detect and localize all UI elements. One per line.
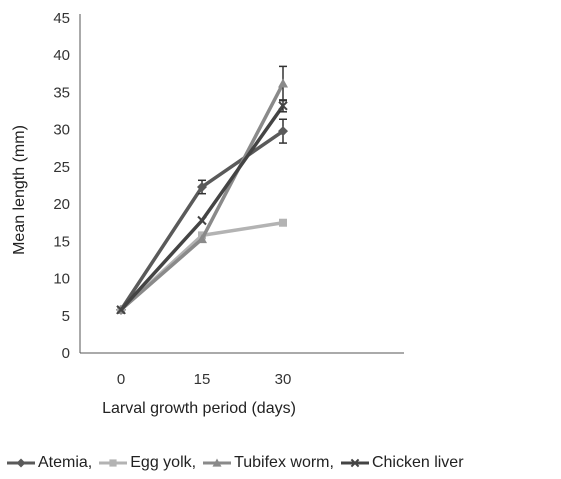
data-point bbox=[279, 218, 287, 227]
series-x bbox=[116, 99, 288, 315]
series-layer bbox=[116, 65, 288, 315]
x-tick-label: 30 bbox=[275, 371, 292, 388]
y-tick-label: 15 bbox=[53, 233, 70, 250]
data-point bbox=[197, 215, 207, 226]
data-point bbox=[278, 126, 288, 137]
legend-item: Tubifex worm, bbox=[202, 454, 334, 472]
legend-marker bbox=[212, 458, 222, 467]
legend-label: Atemia, bbox=[38, 454, 93, 471]
legend-item: Egg yolk, bbox=[98, 454, 196, 472]
legend-label: Tubifex worm, bbox=[234, 454, 334, 471]
y-axis-title: Mean length (mm) bbox=[11, 125, 28, 255]
legend-item: Chicken liver bbox=[340, 454, 464, 472]
legend-swatch bbox=[99, 459, 128, 467]
data-point bbox=[278, 78, 288, 88]
legend-marker bbox=[350, 458, 360, 468]
x-tick-label: 0 bbox=[117, 371, 125, 388]
y-tick-label: 30 bbox=[53, 122, 70, 139]
y-tick-label: 40 bbox=[53, 47, 70, 64]
x-tick-label: 15 bbox=[194, 371, 211, 388]
x-tick-labels: 0 15 30 bbox=[117, 371, 292, 388]
data-point bbox=[197, 234, 207, 244]
legend-swatch bbox=[203, 458, 232, 467]
y-tick-label: 25 bbox=[53, 159, 70, 176]
line-chart: 0 5 10 15 20 25 30 35 40 45 0 15 30 Mean length (mm… bbox=[11, 10, 404, 417]
legend-swatch bbox=[340, 458, 369, 468]
y-tick-label: 45 bbox=[53, 10, 70, 27]
y-tick-label: 35 bbox=[53, 84, 70, 101]
legend-item: Atemia, bbox=[6, 454, 92, 472]
y-tick-label: 5 bbox=[62, 308, 70, 325]
legend-marker bbox=[16, 458, 26, 468]
axes bbox=[79, 14, 404, 354]
legend-swatch bbox=[7, 458, 35, 468]
y-tick-labels: 0 5 10 15 20 25 30 35 40 45 bbox=[53, 10, 70, 362]
series-line bbox=[119, 104, 285, 311]
legend-marker bbox=[109, 459, 117, 467]
data-point bbox=[197, 181, 207, 192]
series-square bbox=[117, 218, 287, 314]
x-axis-title: Larval growth period (days) bbox=[102, 400, 296, 417]
y-tick-label: 20 bbox=[53, 196, 70, 213]
legend: Atemia, Egg yolk, Tubifex worm, Chicken liv… bbox=[6, 452, 561, 474]
legend-label: Chicken liver bbox=[371, 454, 464, 471]
data-point bbox=[116, 305, 126, 315]
data-point bbox=[278, 101, 288, 111]
y-tick-label: 10 bbox=[53, 271, 70, 288]
legend-label: Egg yolk, bbox=[130, 454, 197, 471]
y-tick-label: 0 bbox=[62, 345, 70, 362]
